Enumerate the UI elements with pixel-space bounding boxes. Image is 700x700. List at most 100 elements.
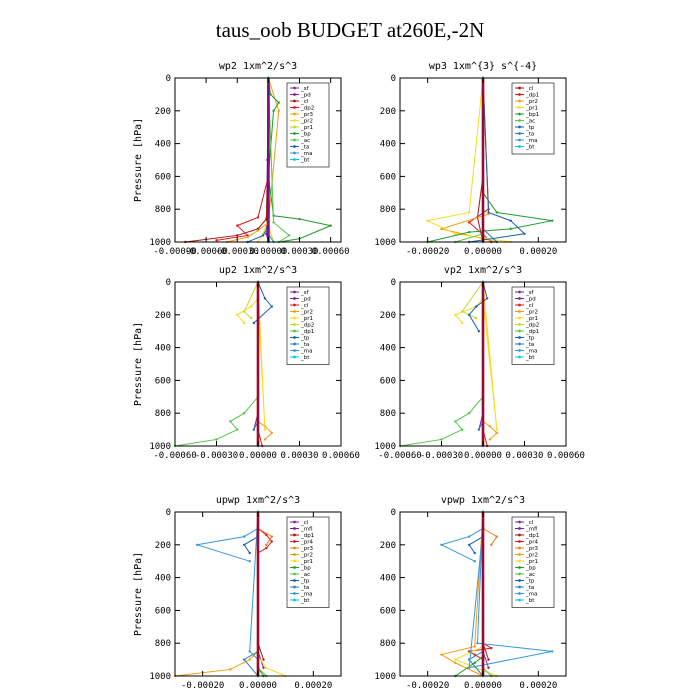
data-point bbox=[454, 313, 457, 316]
legend-marker bbox=[518, 546, 521, 550]
legend: _cl_mfl_dp1_pr4_pr3_pr2_pr1_bp_ac_tp_ta_… bbox=[286, 516, 330, 608]
y-tick-label: 200 bbox=[380, 107, 396, 117]
legend-marker bbox=[518, 303, 521, 307]
data-point bbox=[229, 420, 232, 423]
legend-marker bbox=[293, 138, 296, 142]
legend-label: _dp2 bbox=[300, 323, 314, 329]
data-point bbox=[269, 93, 272, 96]
data-point bbox=[236, 313, 239, 316]
y-tick-label: 800 bbox=[155, 409, 171, 419]
series-line-pr2 bbox=[439, 77, 497, 243]
y-tick-label: 400 bbox=[155, 574, 171, 584]
data-point bbox=[487, 658, 490, 661]
y-tick-label: 400 bbox=[380, 344, 396, 354]
x-tick-label: 0.00000 bbox=[464, 247, 502, 257]
data-point bbox=[467, 221, 471, 224]
x-tick-label: -0.00030 bbox=[195, 451, 238, 461]
series-line-pr3 bbox=[257, 512, 273, 546]
data-point bbox=[265, 533, 268, 537]
y-tick-label: 600 bbox=[155, 172, 171, 182]
legend-marker bbox=[518, 323, 521, 326]
data-point bbox=[256, 229, 260, 232]
x-tick-label: 0.00030 bbox=[281, 247, 319, 257]
legend-label: _ma bbox=[525, 592, 537, 598]
chart-title: vp2 1xm^2/s^3 bbox=[444, 265, 522, 276]
data-point bbox=[242, 412, 246, 415]
legend-label: _bp bbox=[300, 566, 311, 572]
data-point bbox=[473, 560, 476, 563]
legend-marker bbox=[293, 349, 296, 352]
chart-title: vpwp 1xm^2/s^3 bbox=[441, 495, 525, 506]
y-tick-label: 200 bbox=[155, 107, 171, 117]
x-tick-label: 0.00030 bbox=[281, 451, 319, 461]
data-point bbox=[263, 297, 267, 300]
legend-label: _cl bbox=[300, 303, 309, 309]
chart-title: up2 1xm^2/s^3 bbox=[219, 265, 297, 276]
data-point bbox=[495, 431, 499, 435]
y-tick-label: 800 bbox=[380, 205, 396, 215]
legend-marker bbox=[293, 579, 296, 582]
data-point bbox=[242, 321, 246, 325]
y-axis-label: Pressure [hPa] bbox=[133, 552, 144, 636]
series-line-tp bbox=[253, 281, 273, 324]
data-point bbox=[256, 216, 260, 219]
legend-label: _ta bbox=[525, 585, 534, 591]
legend-marker bbox=[293, 598, 296, 602]
data-point bbox=[265, 546, 268, 550]
x-tick-label: -0.00030 bbox=[216, 247, 259, 257]
x-tick-label: -0.00060 bbox=[378, 451, 421, 461]
legend-marker bbox=[293, 112, 296, 116]
data-point bbox=[440, 543, 443, 546]
legend-marker bbox=[293, 592, 296, 595]
legend-label: _tp bbox=[300, 579, 310, 585]
legend: _cl_mfl_dp1_pr4_pr3_pr2_pr1_bp_ac_tp_ta_… bbox=[511, 516, 555, 608]
legend: _cl_dp1_pr2_pr1_bp1_ac_tp_ta_ma_bt bbox=[511, 82, 555, 155]
legend-marker bbox=[518, 132, 521, 135]
y-tick-label: 1000 bbox=[374, 238, 396, 248]
data-point bbox=[467, 211, 471, 214]
legend-label: _pd bbox=[300, 297, 311, 303]
legend: _sf_pd_cl_pr2_pr1_dp2_dp1_tp_ta_ma_bt bbox=[286, 286, 330, 365]
legend-marker bbox=[518, 329, 521, 333]
legend-label: _mfl bbox=[300, 527, 313, 533]
x-tick-label: 0.00060 bbox=[312, 247, 350, 257]
legend-marker bbox=[518, 598, 521, 602]
data-point bbox=[270, 535, 274, 538]
data-point bbox=[467, 313, 471, 316]
x-tick-label: 0.00020 bbox=[294, 681, 332, 691]
data-point bbox=[265, 232, 268, 235]
x-tick-label: -0.00060 bbox=[153, 451, 196, 461]
data-point bbox=[474, 316, 478, 320]
data-point bbox=[262, 658, 265, 661]
series-line-pr3 bbox=[482, 512, 498, 546]
legend-label: _tp bbox=[300, 336, 310, 342]
data-point bbox=[242, 535, 246, 538]
legend-label: _ma bbox=[525, 138, 537, 144]
chart-panel-5: upwp 1xm^2/s^3 Pressure [hPa] 0 200 400 600 80… bbox=[133, 495, 342, 691]
legend-marker bbox=[293, 119, 296, 122]
series-line-ta bbox=[243, 512, 259, 677]
legend-marker bbox=[518, 349, 521, 352]
legend-label: _pr1 bbox=[525, 316, 538, 322]
x-tick-label: -0.00030 bbox=[420, 451, 463, 461]
legend-marker bbox=[518, 310, 521, 313]
series-line-dp2 bbox=[216, 78, 269, 241]
chart-title: wp2 1xm^2/s^3 bbox=[219, 61, 297, 72]
data-point bbox=[248, 658, 251, 661]
x-tick-label: 0.00000 bbox=[464, 681, 502, 691]
legend-marker bbox=[518, 355, 521, 359]
legend-marker bbox=[518, 297, 521, 300]
legend-label: _tp bbox=[525, 579, 535, 585]
legend-marker bbox=[293, 546, 296, 550]
x-tick-label: 0.00020 bbox=[519, 681, 557, 691]
data-point bbox=[249, 316, 253, 320]
legend-marker bbox=[518, 572, 521, 576]
data-point bbox=[236, 234, 239, 237]
data-point bbox=[474, 305, 478, 308]
data-point bbox=[467, 230, 471, 234]
legend-label: _ta bbox=[300, 145, 309, 151]
data-point bbox=[261, 234, 265, 237]
data-point bbox=[246, 235, 249, 239]
data-point bbox=[263, 438, 267, 441]
series-line-ma bbox=[196, 511, 259, 661]
